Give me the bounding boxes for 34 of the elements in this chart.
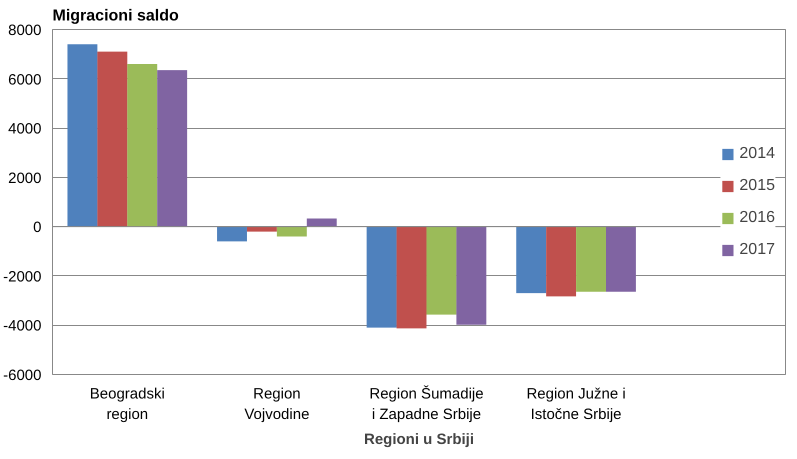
- bar: [67, 44, 98, 227]
- legend-label: 2014: [739, 144, 775, 162]
- legend-label: 2017: [739, 240, 775, 258]
- bar: [276, 226, 307, 236]
- bar: [576, 226, 606, 292]
- y-tick-label: 4000: [8, 120, 42, 138]
- bar: [306, 218, 337, 227]
- x-axis-title: Regioni u Srbiji: [364, 430, 474, 448]
- y-axis-title: Migracioni saldo: [52, 8, 179, 24]
- bar: [127, 64, 158, 227]
- bar: [217, 226, 247, 242]
- bar: [157, 70, 188, 227]
- bar: [97, 52, 128, 227]
- y-tick-label: -2000: [3, 268, 42, 286]
- bar: [426, 226, 456, 315]
- x-tick-label: Beogradski region: [90, 386, 165, 423]
- y-tick-label: 2000: [8, 170, 42, 187]
- bar: [366, 226, 397, 328]
- x-tick-label: Region Šumadije i Zapadne Srbije: [369, 384, 484, 423]
- legend-label: 2015: [739, 176, 775, 194]
- bar: [456, 226, 486, 325]
- y-tick-label: 6000: [8, 71, 42, 88]
- y-tick-label: 8000: [8, 22, 42, 39]
- bar: [246, 226, 277, 232]
- bar: [546, 226, 576, 296]
- bar: [396, 226, 426, 328]
- y-tick-label: -6000: [3, 367, 42, 384]
- x-tick-label: Region Vojvodine: [244, 386, 310, 423]
- y-tick-label: 0: [33, 219, 42, 236]
- legend-label: 2016: [739, 208, 775, 226]
- bar: [516, 226, 546, 294]
- bar: [606, 226, 636, 292]
- x-tick-label: Region Južne i Istočne Srbije: [526, 386, 626, 423]
- y-tick-label: -4000: [3, 318, 42, 335]
